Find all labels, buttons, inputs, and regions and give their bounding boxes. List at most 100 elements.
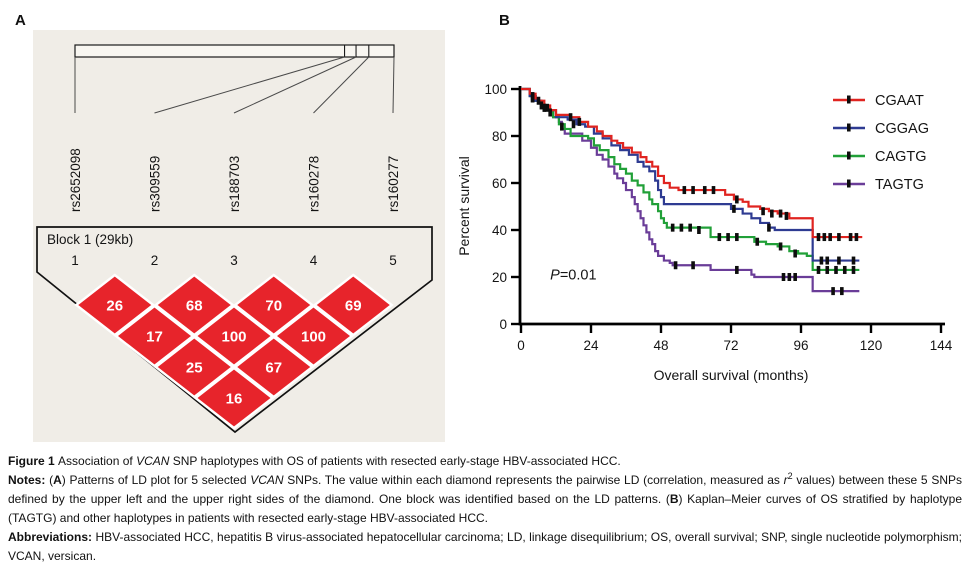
ld-diamond-1-4 bbox=[153, 335, 235, 399]
censor-mark-CGAAT bbox=[837, 233, 841, 242]
censor-mark-CGAAT bbox=[816, 233, 821, 242]
ld-diamond-2-4 bbox=[193, 304, 275, 368]
censor-mark-CAGTG bbox=[726, 233, 730, 242]
legend-label-CAGTG: CAGTG bbox=[875, 149, 927, 165]
ld-value-1-2: 26 bbox=[106, 298, 123, 315]
ld-diamond-1-5 bbox=[193, 366, 275, 430]
censor-mark-TAGTG bbox=[793, 273, 797, 281]
censor-mark-TAGTG bbox=[840, 287, 844, 296]
legend-label-TAGTG: TAGTG bbox=[875, 177, 924, 193]
snp-label-rs160277: rs160277 bbox=[386, 156, 401, 212]
censor-mark-CGGAG bbox=[767, 223, 771, 232]
figure-notes: Notes: (A) Patterns of LD plot for 5 sel… bbox=[8, 471, 962, 526]
censor-mark-CAGTG bbox=[755, 237, 760, 246]
censor-mark-CAGTG bbox=[717, 233, 722, 242]
ld-value-2-5: 67 bbox=[265, 360, 282, 377]
snp-label-rs309559: rs309559 bbox=[148, 156, 163, 212]
x-tick-label: 144 bbox=[930, 338, 953, 353]
km-plot-svg: 0 20 40 60 80 100 0 24 48 72 96 120 144 Overall survi… bbox=[456, 82, 953, 383]
x-tick-label: 96 bbox=[793, 338, 808, 353]
ld-value-3-4: 70 bbox=[265, 298, 282, 315]
figure-caption: Figure 1 Association of VCAN SNP haploty… bbox=[8, 452, 962, 566]
panel-a-label: A bbox=[15, 12, 26, 29]
snp-connector-line bbox=[233, 56, 357, 114]
censor-mark-CGGAG bbox=[819, 256, 824, 265]
censor-mark-CGAAT bbox=[784, 211, 789, 220]
ld-value-1-3: 17 bbox=[146, 329, 163, 346]
censor-mark-CAGTG bbox=[825, 265, 830, 274]
legend-label-CGAAT: CGAAT bbox=[875, 93, 924, 109]
ld-diamond-2-5 bbox=[233, 335, 315, 399]
snp-position-2: 2 bbox=[151, 253, 159, 268]
censor-mark-CGGAG bbox=[571, 120, 576, 129]
censor-mark-CGAAT bbox=[545, 103, 550, 112]
ld-value-4-5: 69 bbox=[345, 298, 362, 315]
censor-mark-CGAAT bbox=[691, 186, 695, 195]
censor-mark-CGGAG bbox=[548, 108, 552, 117]
snp-connector-line bbox=[313, 56, 370, 114]
km-curve-CGAAT bbox=[521, 87, 863, 239]
legend-item-CGAAT: CGAAT bbox=[833, 93, 924, 109]
snp-position-3: 3 bbox=[230, 253, 238, 268]
y-tick-label: 60 bbox=[492, 176, 507, 191]
ld-diamond-1-2 bbox=[74, 273, 156, 337]
ld-diamond-3-5 bbox=[273, 304, 354, 368]
ld-value-2-4: 100 bbox=[221, 329, 246, 346]
figure-title: Figure 1 Association of VCAN SNP haploty… bbox=[8, 454, 621, 468]
censor-mark-TAGTG bbox=[781, 273, 786, 281]
snp-label-rs160278: rs160278 bbox=[307, 156, 322, 212]
censor-mark-TAGTG bbox=[831, 287, 835, 296]
censor-mark-CAGTG bbox=[735, 233, 739, 242]
censor-mark-CGAAT bbox=[568, 113, 573, 122]
censor-mark-CAGTG bbox=[834, 265, 838, 274]
censor-mark-CGGAG bbox=[837, 256, 841, 265]
censor-mark-CGAAT bbox=[702, 186, 707, 195]
censor-mark-CAGTG bbox=[670, 223, 675, 232]
censor-mark-CGAAT bbox=[848, 233, 853, 242]
censor-mark-CGGAG bbox=[851, 256, 856, 265]
censor-mark-CGAAT bbox=[536, 96, 541, 105]
censor-mark-CAGTG bbox=[679, 223, 684, 232]
censor-mark-CGAAT bbox=[778, 209, 783, 218]
ld-value-1-5: 16 bbox=[226, 391, 243, 408]
x-tick-label: 48 bbox=[653, 338, 668, 353]
x-tick-label: 120 bbox=[860, 338, 883, 353]
legend-censor-glyph bbox=[847, 151, 851, 160]
censor-mark-CAGTG bbox=[793, 249, 797, 258]
y-tick-label: 80 bbox=[492, 129, 507, 144]
legend-censor-glyph bbox=[847, 179, 851, 188]
km-curve-CAGTG bbox=[521, 87, 860, 272]
ld-diamond-4-5 bbox=[312, 273, 394, 337]
ld-value-3-5: 100 bbox=[301, 329, 326, 346]
censor-mark-TAGTG bbox=[787, 273, 792, 281]
censor-mark-CGAAT bbox=[770, 209, 774, 218]
y-tick-label: 40 bbox=[492, 223, 507, 238]
legend-censor-glyph bbox=[847, 123, 851, 132]
censor-mark-CAGTG bbox=[778, 242, 783, 251]
ld-diamond-3-4 bbox=[233, 273, 315, 337]
y-axis-label: Percent survival bbox=[456, 156, 472, 256]
censor-mark-TAGTG bbox=[530, 94, 535, 103]
censor-mark-CAGTG bbox=[697, 226, 701, 234]
y-tick-label: 0 bbox=[499, 317, 507, 332]
legend-item-CAGTG: CAGTG bbox=[833, 149, 927, 165]
censor-mark-TAGTG bbox=[735, 265, 739, 274]
ld-value-2-3: 68 bbox=[186, 298, 203, 315]
censor-mark-CGAAT bbox=[854, 233, 859, 242]
censor-mark-CGGAG bbox=[539, 101, 544, 110]
censor-mark-TAGTG bbox=[542, 103, 547, 112]
y-tick-label: 100 bbox=[484, 82, 507, 97]
ld-block-label: Block 1 (29kb) bbox=[47, 232, 133, 247]
snp-position-5: 5 bbox=[389, 253, 397, 268]
censor-mark-CGGAG bbox=[825, 256, 830, 265]
x-tick-label: 24 bbox=[583, 338, 599, 353]
censor-mark-CAGTG bbox=[816, 265, 821, 274]
ld-diamond-2-3 bbox=[153, 273, 235, 337]
censor-mark-CGAAT bbox=[711, 186, 716, 195]
x-axis-label: Overall survival (months) bbox=[654, 367, 809, 383]
gene-bar bbox=[74, 44, 395, 58]
censor-mark-CGAAT bbox=[828, 233, 832, 242]
ld-diamond-1-3 bbox=[114, 304, 195, 368]
snp-position-4: 4 bbox=[310, 253, 318, 268]
censor-mark-CAGTG bbox=[560, 122, 564, 131]
